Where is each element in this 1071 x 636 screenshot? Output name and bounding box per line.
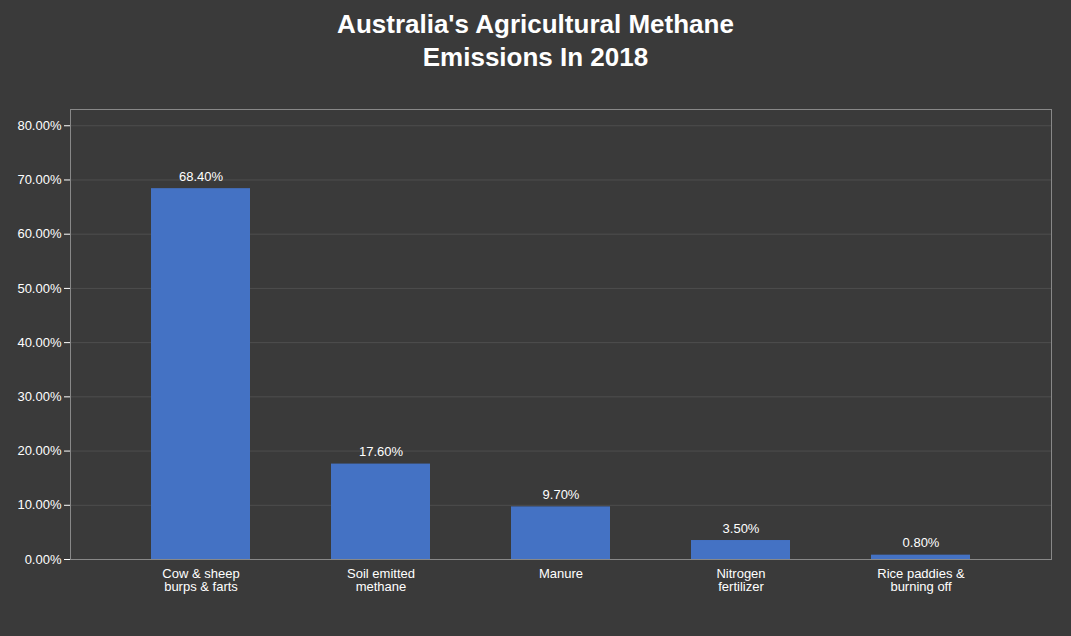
- svg-text:10.00%: 10.00%: [17, 497, 62, 512]
- svg-text:Soil emittedmethane: Soil emittedmethane: [347, 566, 415, 594]
- svg-text:20.00%: 20.00%: [17, 443, 62, 458]
- svg-text:3.50%: 3.50%: [723, 521, 760, 536]
- svg-text:80.00%: 80.00%: [17, 118, 62, 133]
- svg-text:Manure: Manure: [539, 566, 583, 581]
- svg-text:68.40%: 68.40%: [179, 169, 224, 184]
- svg-text:50.00%: 50.00%: [17, 281, 62, 296]
- svg-text:0.00%: 0.00%: [25, 552, 62, 567]
- svg-text:9.70%: 9.70%: [543, 487, 580, 502]
- html-text:Australia's Agricultural Metha: Australia's Agricultural Methane Emissio…: [337, 9, 734, 72]
- svg-text:Cow & sheepburps & farts: Cow & sheepburps & farts: [162, 566, 239, 594]
- svg-text:60.00%: 60.00%: [17, 226, 62, 241]
- svg-text:40.00%: 40.00%: [17, 335, 62, 350]
- svg-text:17.60%: 17.60%: [359, 444, 404, 459]
- svg-text:Rice paddies &burning off: Rice paddies &burning off: [877, 566, 965, 594]
- svg-text:0.80%: 0.80%: [903, 535, 940, 550]
- svg-text:30.00%: 30.00%: [17, 389, 62, 404]
- svg-text:Nitrogenfertilizer: Nitrogenfertilizer: [716, 566, 765, 594]
- svg-text:70.00%: 70.00%: [17, 172, 62, 187]
